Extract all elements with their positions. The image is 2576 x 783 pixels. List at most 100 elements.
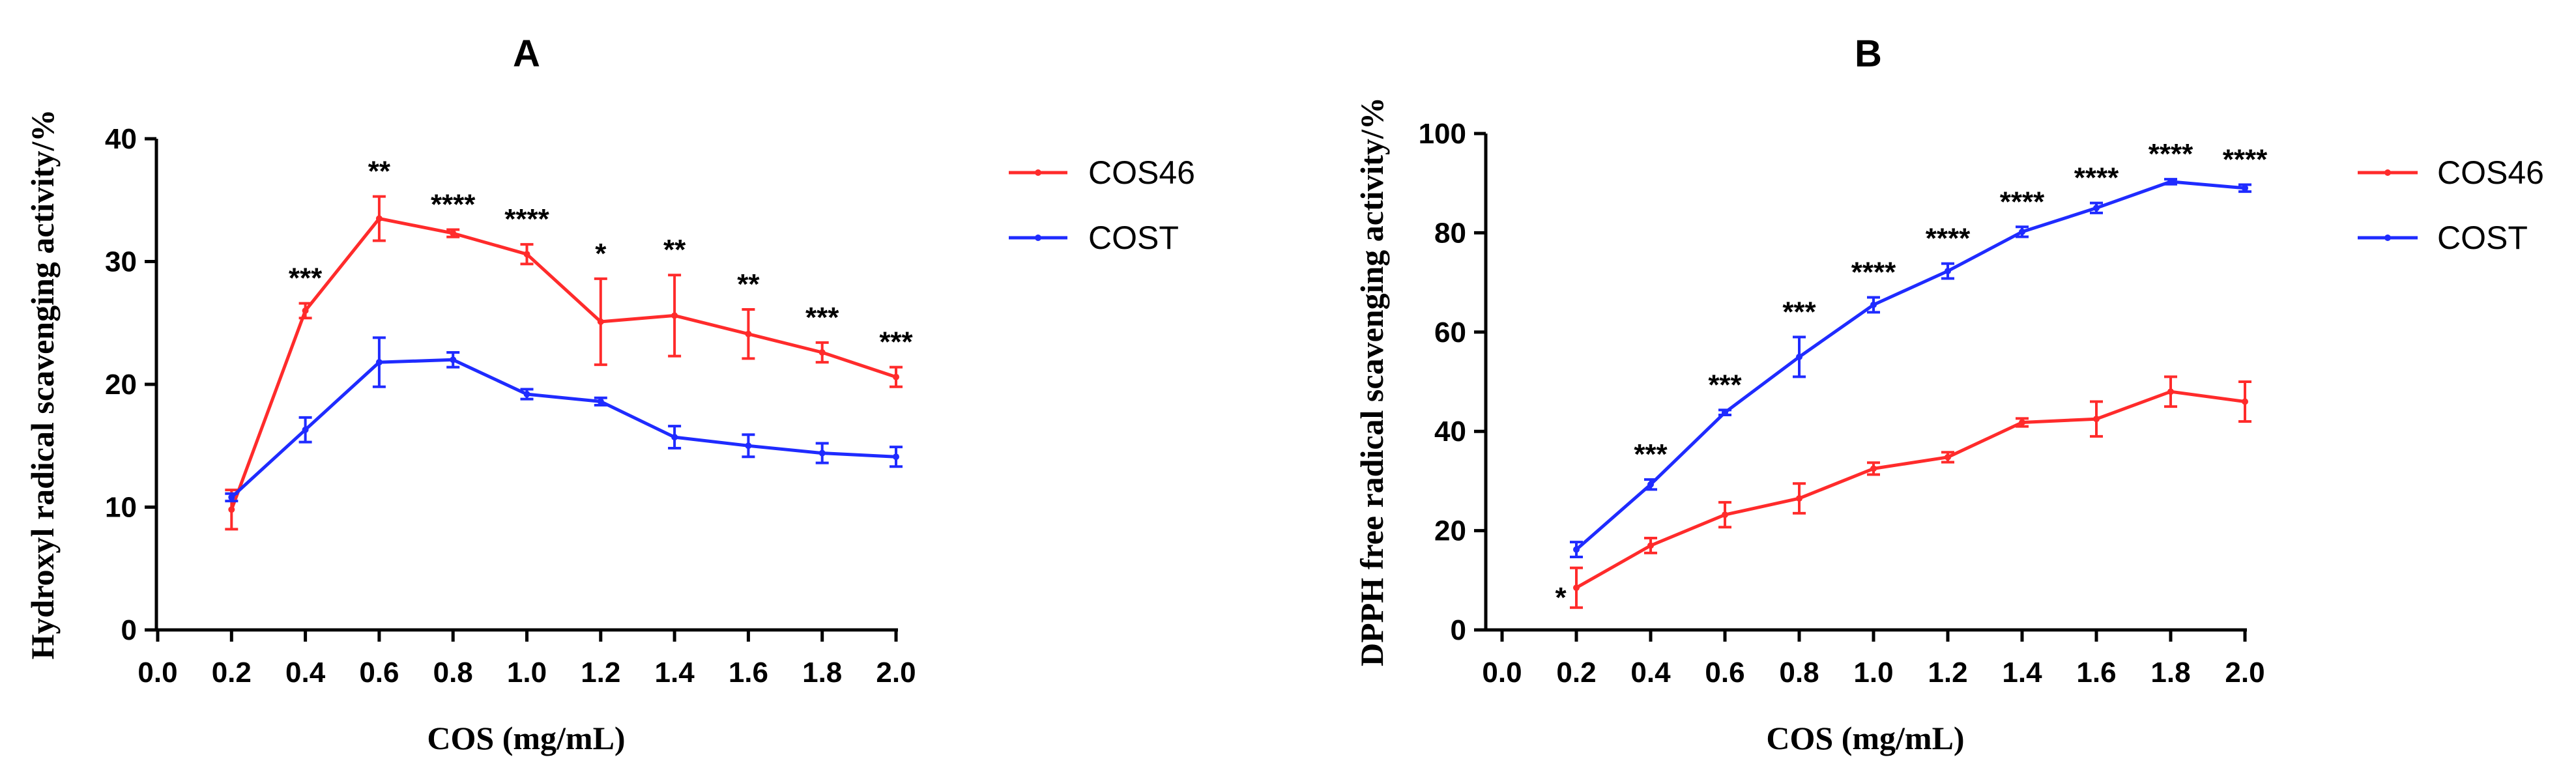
- significance-label: ***: [879, 326, 913, 358]
- x-tick-label: 1.6: [729, 657, 768, 689]
- significance-label: **: [368, 156, 391, 188]
- y-tick-label: 20: [105, 369, 137, 401]
- panel-title: B: [1855, 33, 1882, 75]
- data-point-cost: [2242, 184, 2248, 192]
- data-point-cos46: [2167, 388, 2174, 395]
- data-point-cost: [523, 391, 530, 398]
- significance-label: ***: [1634, 438, 1668, 470]
- data-point-cost: [2167, 178, 2174, 185]
- x-tick-label: 1.2: [1928, 657, 1967, 689]
- data-point-cos46: [1722, 511, 1728, 519]
- data-point-cos46: [745, 330, 752, 337]
- x-tick-label: 1.0: [1853, 657, 1893, 689]
- x-tick-label: 0.6: [359, 657, 399, 689]
- data-point-cos46: [1647, 542, 1654, 549]
- legend-label-cos46: COS46: [2437, 154, 2544, 191]
- y-tick-label: 60: [1434, 317, 1466, 349]
- data-point-cost: [450, 356, 457, 363]
- data-point-cos46: [523, 251, 530, 258]
- x-axis-title: COS (mg/mL): [427, 720, 625, 756]
- data-point-cos46: [2093, 416, 2100, 423]
- data-point-cost: [1722, 409, 1728, 416]
- x-tick-label: 1.0: [507, 657, 547, 689]
- x-tick-label: 0.0: [1482, 657, 1522, 689]
- significance-label: *: [595, 238, 607, 270]
- significance-label: ****: [2223, 143, 2268, 175]
- x-tick-label: 1.8: [802, 657, 842, 689]
- data-point-cost: [375, 359, 383, 366]
- x-axis-title: COS (mg/mL): [1766, 720, 1964, 756]
- significance-label: ****: [1926, 223, 1971, 255]
- y-tick-label: 30: [105, 246, 137, 278]
- x-tick-label: 0.2: [1556, 657, 1596, 689]
- data-point-cost: [671, 434, 678, 441]
- data-point-cos46: [893, 373, 899, 380]
- y-tick-label: 10: [105, 492, 137, 524]
- significance-label: ****: [431, 188, 476, 220]
- significance-label: *: [1555, 582, 1567, 614]
- significance-label: **: [737, 268, 760, 300]
- x-tick-label: 2.0: [2225, 657, 2265, 689]
- data-point-cost: [1796, 353, 1802, 360]
- data-point-cos46: [1573, 584, 1580, 591]
- significance-label: ****: [2149, 138, 2193, 170]
- data-point-cos46: [1945, 453, 1951, 461]
- series-line-cost: [1575, 180, 2246, 551]
- data-point-cost: [893, 453, 899, 461]
- x-tick-label: 0.8: [1779, 657, 1819, 689]
- y-axis-title: DPPH free radical scavenging activity/%: [1353, 97, 1390, 666]
- significance-label: ****: [2000, 186, 2045, 218]
- data-point-cost: [302, 426, 309, 433]
- chart-panel-b: B 0 20 40 60 80 100 0.0 0.2 0.4 0.6 0.8 1.0 1.2 1.4 1.6…: [1353, 33, 2544, 756]
- x-tick-label: 2.0: [876, 657, 916, 689]
- legend-marker: [2384, 235, 2391, 241]
- data-point-cos46: [2019, 419, 2025, 426]
- data-point-cos46: [597, 318, 604, 325]
- x-tick-label: 0.8: [433, 657, 473, 689]
- legend-marker: [1035, 169, 1041, 176]
- series-line-cos46: [229, 217, 897, 511]
- data-point-cost: [1870, 301, 1877, 308]
- legend-marker: [2384, 169, 2391, 176]
- series-line-cost: [230, 358, 897, 499]
- data-point-cost: [2093, 205, 2100, 212]
- y-axis-title: Hydroxyl radical scavenging activity/%: [24, 109, 61, 660]
- data-point-cost: [1945, 268, 1951, 275]
- data-point-cos46: [375, 215, 383, 222]
- x-tick-label: 1.8: [2150, 657, 2190, 689]
- significance-label: ****: [1851, 256, 1896, 288]
- y-tick-label: 40: [105, 123, 137, 155]
- y-tick-label: 40: [1434, 416, 1466, 448]
- significance-label: **: [663, 234, 686, 266]
- data-point-cos46: [302, 307, 309, 314]
- x-tick-label: 0.0: [137, 657, 177, 689]
- legend-label-cost: COST: [2437, 220, 2528, 256]
- data-point-cos46: [818, 349, 826, 356]
- data-point-cost: [1573, 546, 1580, 553]
- data-point-cost: [745, 442, 752, 449]
- y-tick-label: 0: [1451, 614, 1466, 646]
- data-point-cos46: [2242, 398, 2248, 405]
- legend-marker: [1035, 235, 1041, 241]
- x-tick-label: 0.4: [285, 657, 326, 689]
- data-point-cost: [1647, 481, 1654, 488]
- data-point-cost: [228, 494, 235, 501]
- panel-title: A: [513, 33, 540, 75]
- legend-label-cos46: COS46: [1088, 154, 1195, 191]
- y-tick-label: 80: [1434, 217, 1466, 249]
- y-tick-label: 100: [1419, 118, 1466, 150]
- data-point-cos46: [450, 230, 457, 237]
- data-point-cos46: [1870, 465, 1877, 472]
- legend-label-cost: COST: [1088, 220, 1179, 256]
- significance-label: ***: [805, 302, 839, 334]
- data-point-cos46: [1796, 495, 1802, 502]
- data-point-cos46: [671, 312, 678, 319]
- data-point-cost: [2019, 228, 2025, 235]
- chart-panel-a: A 0 10 20 30 40 0.0 0.2 0.4 0.6 0.8 1.0 1.2 1.4 1.6 1.8…: [24, 33, 1195, 756]
- x-tick-label: 0.4: [1630, 657, 1671, 689]
- x-tick-label: 0.6: [1705, 657, 1744, 689]
- x-tick-label: 1.6: [2076, 657, 2116, 689]
- y-tick-label: 20: [1434, 515, 1466, 547]
- significance-label: ****: [2074, 162, 2119, 194]
